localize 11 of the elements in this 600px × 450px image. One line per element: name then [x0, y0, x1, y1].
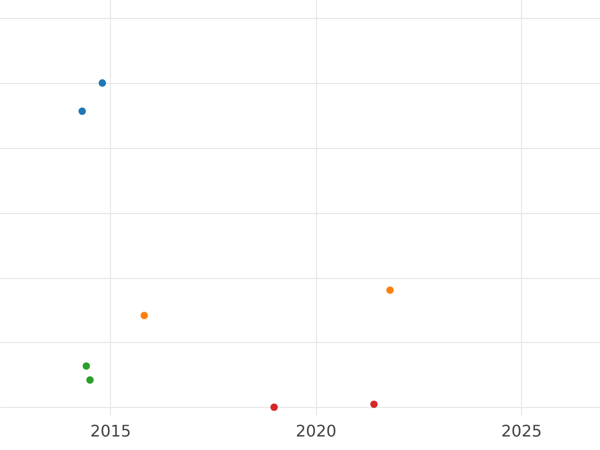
point	[386, 286, 394, 294]
point	[270, 404, 278, 411]
x-tick-label: 2020	[296, 422, 336, 440]
x-tick-label: 2015	[90, 422, 131, 440]
point	[82, 362, 90, 370]
point	[370, 400, 378, 408]
point	[78, 108, 86, 115]
x-tick-label: 2025	[501, 422, 542, 440]
point	[140, 312, 148, 320]
point	[98, 79, 106, 87]
point	[86, 376, 94, 384]
